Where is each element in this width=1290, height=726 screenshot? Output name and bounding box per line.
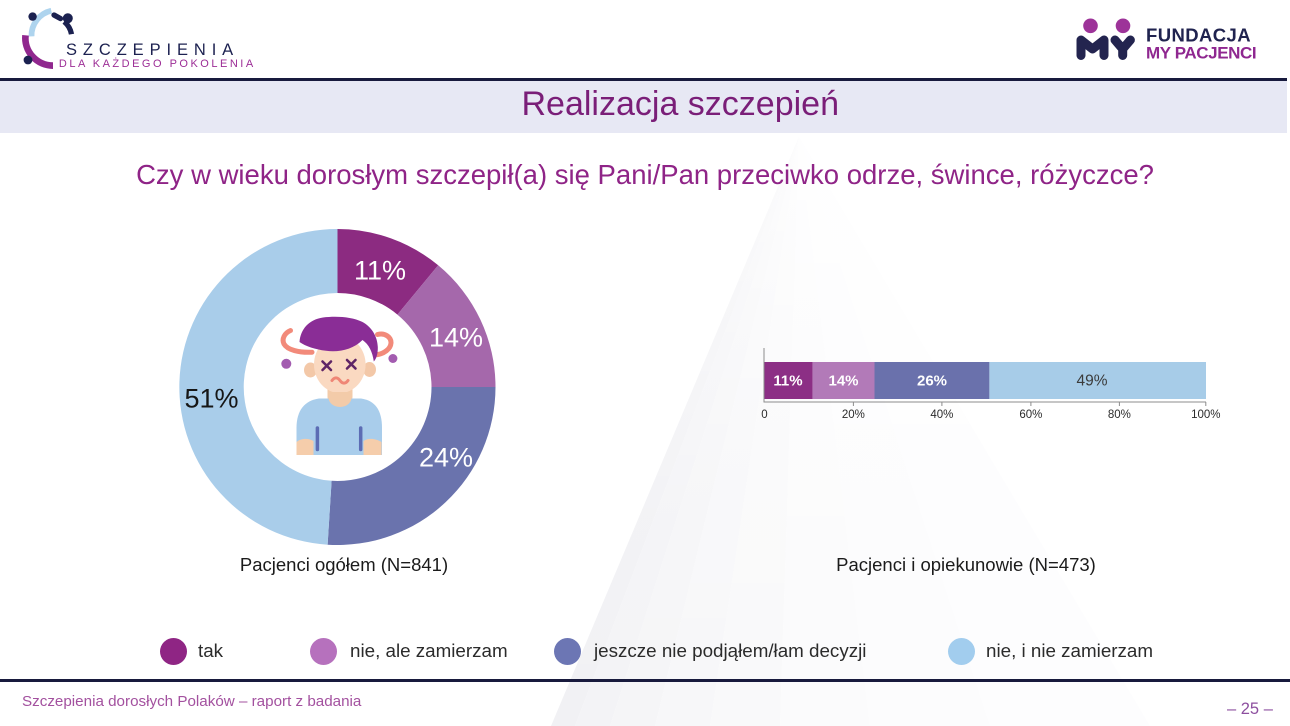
svg-text:0: 0 (761, 409, 767, 421)
svg-text:DLA KAŻDEGO POKOLENIA: DLA KAŻDEGO POKOLENIA (59, 57, 256, 70)
svg-text:SZCZEPIENIA: SZCZEPIENIA (66, 41, 239, 59)
svg-text:100%: 100% (1191, 409, 1220, 421)
svg-text:80%: 80% (1108, 409, 1131, 421)
svg-text:60%: 60% (1019, 409, 1042, 421)
svg-text:49%: 49% (1076, 373, 1107, 390)
svg-text:14%: 14% (429, 323, 483, 353)
svg-text:14%: 14% (828, 373, 858, 390)
svg-text:51%: 51% (184, 384, 238, 414)
svg-text:40%: 40% (930, 409, 953, 421)
svg-text:24%: 24% (419, 443, 473, 473)
svg-text:MY PACJENCI: MY PACJENCI (1146, 44, 1256, 63)
svg-text:11%: 11% (354, 256, 406, 286)
svg-text:20%: 20% (842, 409, 865, 421)
svg-text:11%: 11% (773, 373, 802, 390)
svg-text:FUNDACJA: FUNDACJA (1146, 24, 1251, 45)
svg-text:26%: 26% (917, 373, 947, 390)
